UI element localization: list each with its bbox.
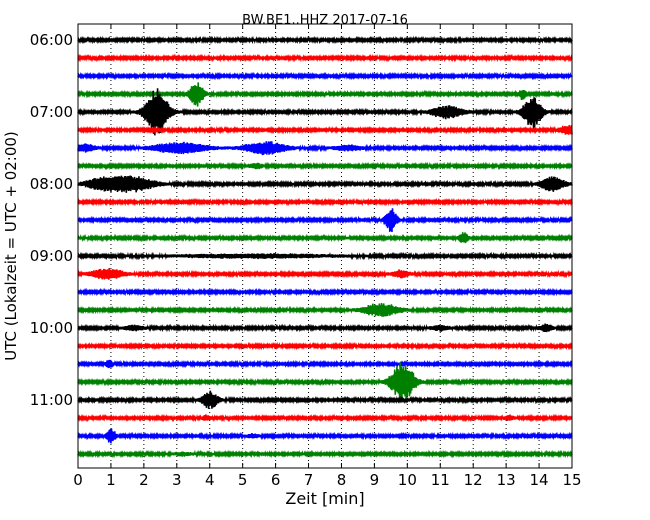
x-tick-label: 7 (304, 471, 314, 489)
x-tick-label: 15 (562, 471, 581, 489)
y-tick-label: 06:00 (30, 31, 73, 49)
x-tick-label: 9 (370, 471, 380, 489)
trace-1145 (77, 449, 573, 459)
trace-0915 (77, 267, 573, 280)
y-axis-label: UTC (Lokalzeit = UTC + 02:00) (2, 131, 20, 361)
y-tick-label: 07:00 (30, 103, 73, 121)
trace-0815 (77, 197, 573, 207)
trace-1045 (77, 362, 573, 402)
x-tick-label: 0 (73, 471, 83, 489)
y-axis: 06:00 07:00 08:00 09:00 10:00 11:00 (30, 31, 572, 409)
trace-1030 (77, 359, 573, 369)
trace-0615 (77, 53, 573, 63)
trace-0930 (77, 287, 573, 297)
y-tick-label: 10:00 (30, 319, 73, 337)
x-tick-label: 10 (398, 471, 417, 489)
x-axis: 0 1 2 3 4 5 6 7 8 9 10 11 12 13 14 15 (73, 24, 582, 489)
trace-0700 (77, 88, 573, 136)
x-tick-label: 8 (337, 471, 347, 489)
trace-0715 (77, 125, 573, 135)
y-tick-label: 08:00 (30, 175, 73, 193)
trace-0945 (77, 303, 573, 317)
trace-0845 (77, 232, 573, 244)
y-tick-label: 11:00 (30, 391, 73, 409)
x-tick-label: 12 (464, 471, 483, 489)
x-axis-label: Zeit [min] (285, 489, 364, 508)
y-tick-label: 09:00 (30, 247, 73, 265)
x-tick-label: 4 (205, 471, 215, 489)
x-tick-label: 3 (172, 471, 182, 489)
trace-0900 (77, 251, 573, 261)
trace-0600 (77, 35, 573, 45)
x-tick-label: 5 (238, 471, 248, 489)
chart-title: BW.BE1..HHZ 2017-07-16 (242, 13, 408, 28)
x-tick-label: 11 (431, 471, 450, 489)
trace-1000 (77, 323, 573, 333)
x-tick-label: 13 (497, 471, 516, 489)
trace-0830 (77, 208, 573, 232)
x-tick-label: 1 (106, 471, 116, 489)
plot-frame (77, 23, 573, 469)
x-tick-label: 2 (139, 471, 149, 489)
trace-0730 (77, 141, 573, 156)
trace-1115 (77, 413, 573, 423)
x-tick-label: 14 (530, 471, 549, 489)
trace-1100 (77, 390, 573, 409)
trace-0800 (77, 175, 573, 193)
trace-1130 (77, 428, 573, 444)
x-tick-label: 6 (271, 471, 281, 489)
trace-0745 (77, 161, 573, 171)
seismic-traces (77, 35, 573, 459)
trace-0630 (77, 71, 573, 81)
trace-1015 (77, 341, 573, 351)
